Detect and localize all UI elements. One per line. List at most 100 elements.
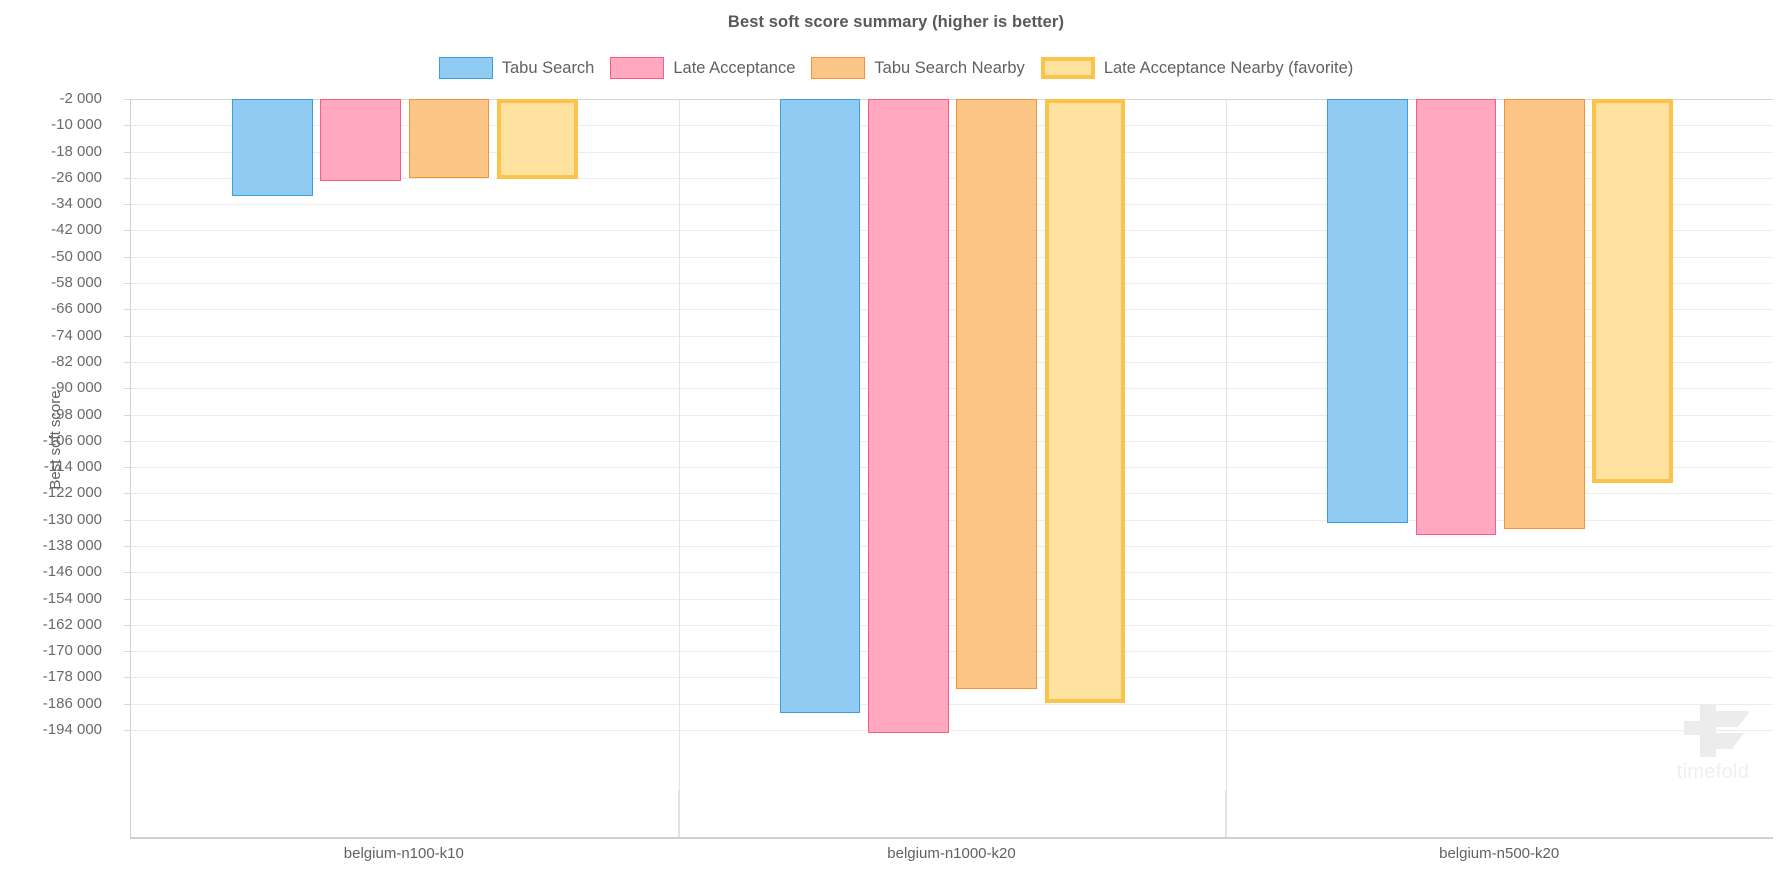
bar-1-0[interactable] (779, 99, 861, 713)
y-tick-label-17: -138 000 (42, 536, 102, 554)
bar-0-1[interactable] (320, 99, 402, 181)
y-tick-mark-15 (124, 493, 131, 495)
y-tick-label-5: -42 000 (51, 221, 102, 239)
legend-swatch-3 (1040, 57, 1095, 79)
legend-label-2: Tabu Search Nearby (874, 58, 1025, 77)
gridline-16 (131, 519, 1773, 521)
category-separator-ext-1 (677, 790, 679, 837)
gridline-6 (131, 256, 1773, 258)
bar-1-3[interactable] (1044, 99, 1126, 704)
gridline-7 (131, 283, 1773, 285)
gridline-22 (131, 677, 1773, 679)
legend-label-0: Tabu Search (501, 58, 595, 77)
gridline-1 (131, 125, 1773, 127)
x-category-label-2: belgium-n500-k20 (1439, 845, 1560, 862)
y-tick-mark-9 (124, 335, 131, 337)
bar-0-2[interactable] (408, 99, 490, 178)
y-tick-mark-22 (124, 677, 131, 679)
y-tick-label-21: -170 000 (42, 642, 102, 660)
y-tick-mark-11 (124, 388, 131, 390)
y-tick-mark-4 (124, 204, 131, 206)
y-tick-mark-16 (124, 519, 131, 521)
y-tick-mark-8 (124, 309, 131, 311)
y-tick-label-23: -186 000 (42, 694, 102, 712)
y-tick-label-4: -34 000 (51, 195, 102, 213)
y-tick-label-7: -58 000 (51, 274, 102, 292)
y-tick-mark-18 (124, 572, 131, 574)
legend-item-3[interactable]: Late Acceptance Nearby (favorite) (1040, 57, 1354, 79)
x-axis-line (130, 837, 1773, 839)
gridline-2 (131, 151, 1773, 153)
y-tick-label-18: -146 000 (42, 563, 102, 581)
y-tick-label-19: -154 000 (42, 589, 102, 607)
y-tick-label-20: -162 000 (42, 615, 102, 633)
y-tick-label-1: -10 000 (51, 116, 102, 134)
y-tick-label-22: -178 000 (42, 668, 102, 686)
legend-label-3: Late Acceptance Nearby (favorite) (1103, 58, 1354, 77)
y-tick-mark-2 (124, 151, 131, 153)
bar-2-0[interactable] (1327, 99, 1409, 523)
y-tick-label-2: -18 000 (51, 142, 102, 160)
y-tick-label-11: -90 000 (51, 379, 102, 397)
y-tick-label-0: -2 000 (59, 90, 102, 107)
gridline-17 (131, 545, 1773, 547)
legend-swatch-2 (811, 57, 866, 79)
y-tick-mark-12 (124, 414, 131, 416)
bar-2-3[interactable] (1592, 99, 1674, 483)
bar-0-0[interactable] (231, 99, 313, 196)
gridline-14 (131, 467, 1773, 469)
gridline-23 (131, 703, 1773, 705)
gridline-15 (131, 493, 1773, 495)
y-tick-mark-0 (124, 99, 131, 100)
category-separator-ext-2 (1225, 790, 1227, 837)
gridline-10 (131, 361, 1773, 363)
y-tick-label-15: -122 000 (42, 484, 102, 502)
y-tick-mark-14 (124, 467, 131, 469)
bar-2-2[interactable] (1503, 99, 1585, 530)
y-tick-mark-13 (124, 440, 131, 442)
chart-title: Best soft score summary (higher is bette… (727, 13, 1065, 31)
legend-item-1[interactable]: Late Acceptance (610, 57, 795, 79)
y-tick-label-12: -98 000 (51, 405, 102, 423)
y-tick-mark-24 (124, 730, 131, 731)
gridline-11 (131, 388, 1773, 390)
bar-0-3[interactable] (496, 99, 578, 179)
y-tick-mark-20 (124, 624, 131, 626)
plot-area: -2 000 -10 000 -18 000 -26 000 -34 000 -42 00… (43, 90, 1773, 837)
gridline-0 (131, 99, 1773, 100)
gridline-20 (131, 624, 1773, 626)
y-tick-mark-7 (124, 283, 131, 285)
legend-item-2[interactable]: Tabu Search Nearby (811, 57, 1025, 79)
legend-item-0[interactable]: Tabu Search (438, 57, 595, 79)
y-tick-mark-21 (124, 651, 131, 653)
gridline-12 (131, 414, 1773, 416)
gridline-21 (131, 651, 1773, 653)
y-tick-label-9: -74 000 (51, 326, 102, 344)
y-tick-label-24: -194 000 (42, 721, 102, 738)
y-tick-mark-6 (124, 256, 131, 258)
y-tick-mark-1 (124, 125, 131, 127)
y-tick-label-8: -66 000 (51, 300, 102, 318)
y-tick-mark-10 (124, 361, 131, 363)
gridline-5 (131, 230, 1773, 232)
y-tick-mark-3 (124, 177, 131, 179)
legend-swatch-1 (610, 57, 665, 79)
legend-label-1: Late Acceptance (673, 58, 796, 77)
bar-1-2[interactable] (956, 99, 1038, 689)
gridline-4 (131, 204, 1773, 206)
gridline-13 (131, 440, 1773, 442)
gridline-8 (131, 309, 1773, 311)
x-category-label-1: belgium-n1000-k20 (887, 845, 1016, 862)
y-tick-label-3: -26 000 (51, 168, 102, 186)
bar-2-1[interactable] (1415, 99, 1497, 536)
y-tick-label-10: -82 000 (51, 352, 102, 370)
y-tick-label-13: -106 000 (42, 431, 102, 449)
y-tick-mark-5 (124, 230, 131, 232)
y-tick-label-6: -50 000 (51, 247, 102, 265)
y-tick-label-16: -130 000 (42, 510, 102, 528)
bar-1-1[interactable] (867, 99, 949, 734)
legend-swatch-0 (438, 57, 493, 79)
y-tick-mark-19 (124, 598, 131, 600)
chart-legend: Tabu Search Late Acceptance Tabu Search Ne… (0, 57, 1792, 79)
